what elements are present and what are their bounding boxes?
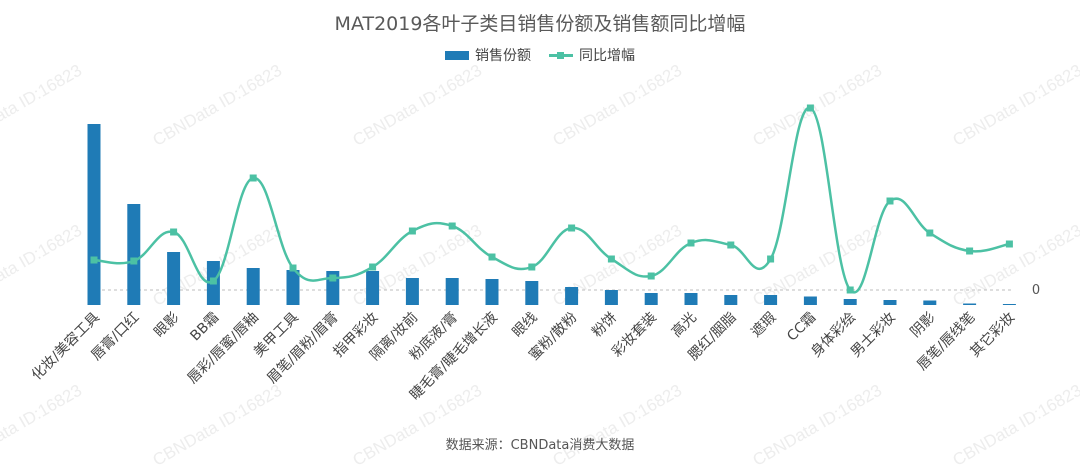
x-tick-label: 化妆/美容工具 — [28, 309, 103, 384]
growth-point-4 — [249, 174, 257, 182]
bar-12 — [565, 287, 579, 305]
legend-item-bar: 销售份额 — [445, 45, 531, 65]
x-tick-label: 眉笔/眉粉/眉膏 — [264, 309, 342, 387]
watermark-text: CBNData ID:16823 — [549, 381, 685, 470]
watermark-text: CBNData ID:16823 — [749, 381, 885, 470]
growth-point-22 — [966, 247, 974, 255]
bar-8 — [405, 278, 419, 305]
bar-20 — [883, 300, 897, 305]
watermark-text: CBNData ID:16823 — [549, 61, 685, 150]
bar-10 — [485, 279, 499, 305]
bar-1 — [127, 204, 141, 305]
bar-22 — [963, 303, 977, 305]
bar-21 — [923, 300, 937, 305]
watermark-text: CBNData ID:16823 — [149, 61, 285, 150]
bar-9 — [445, 278, 459, 305]
bar-11 — [525, 281, 539, 305]
bar-swatch-icon — [445, 50, 469, 60]
watermark-text: CBNData ID:16823 — [349, 61, 485, 150]
watermark-text: CBNData ID:16823 — [949, 221, 1080, 310]
growth-point-1 — [130, 257, 138, 265]
growth-point-15 — [687, 239, 695, 247]
watermark-text: CBNData ID:16823 — [149, 381, 285, 470]
x-tick-label: 阴影 — [908, 310, 939, 341]
growth-point-16 — [727, 241, 735, 249]
growth-point-8 — [408, 227, 416, 235]
bar-0 — [87, 124, 101, 305]
growth-point-3 — [209, 277, 217, 285]
legend-label-growth: 同比增幅 — [579, 48, 635, 64]
x-tick-label: 粉饼 — [589, 310, 620, 341]
growth-point-23 — [1005, 240, 1013, 248]
bar-17 — [764, 295, 778, 305]
bar-23 — [1002, 304, 1016, 305]
source-note: 数据来源：CBNData消费大数据 — [445, 438, 635, 453]
growth-point-13 — [607, 255, 615, 263]
growth-point-2 — [170, 228, 178, 236]
x-tick-label: 彩妆套装 — [609, 310, 660, 361]
growth-point-17 — [767, 255, 775, 263]
x-tick-label: 眼影 — [151, 310, 182, 341]
x-tick-label: 其它彩妆 — [967, 309, 1019, 361]
watermark-text: CBNData ID:16823 — [749, 61, 885, 150]
growth-point-10 — [488, 253, 496, 261]
growth-point-0 — [90, 256, 98, 264]
growth-point-11 — [528, 263, 536, 271]
growth-point-12 — [568, 224, 576, 232]
growth-point-6 — [329, 274, 337, 282]
watermark-text: CBNData ID:16823 — [0, 61, 85, 150]
growth-point-9 — [448, 222, 456, 230]
growth-point-20 — [886, 197, 894, 205]
line-swatch-icon — [549, 51, 573, 60]
x-tick-label: 遮瑕 — [748, 310, 779, 341]
bar-18 — [803, 296, 817, 305]
growth-point-19 — [846, 286, 854, 294]
x-tick-label: 眼线 — [510, 310, 541, 341]
legend: 销售份额 同比增幅 — [0, 45, 1080, 65]
bar-19 — [843, 299, 857, 305]
watermark-text: CBNData ID:16823 — [949, 61, 1080, 150]
legend-label-share: 销售份额 — [475, 48, 531, 64]
bar-13 — [604, 290, 618, 305]
watermark-layer: CBNData ID:16823 CBNData ID:16823 CBNData … — [0, 61, 1080, 470]
x-tick-label: 高光 — [668, 309, 700, 341]
x-tick-label: BB霜 — [187, 310, 222, 345]
zero-axis-label: 0 — [1032, 283, 1040, 298]
growth-point-5 — [289, 264, 297, 272]
growth-point-7 — [369, 263, 377, 271]
bar-5 — [286, 270, 300, 305]
bar-14 — [644, 293, 658, 305]
bar-4 — [246, 268, 260, 305]
watermark-text: CBNData ID:16823 — [949, 381, 1080, 470]
watermark-text: CBNData ID:16823 — [0, 381, 85, 470]
bar-7 — [366, 271, 380, 305]
bar-series — [87, 124, 1016, 305]
growth-point-21 — [926, 229, 934, 237]
growth-markers — [90, 104, 1013, 294]
watermark-text: CBNData ID:16823 — [0, 221, 85, 310]
bar-15 — [684, 293, 698, 305]
x-tick-label: 男士彩妆 — [848, 310, 899, 361]
x-tick-label: CC霜 — [784, 310, 819, 345]
growth-point-18 — [806, 104, 814, 112]
x-tick-label: 唇彩/唇蜜/唇釉 — [185, 310, 262, 387]
bar-16 — [724, 295, 738, 305]
bar-2 — [167, 252, 181, 305]
legend-item-line: 同比增幅 — [549, 45, 635, 65]
growth-point-14 — [647, 272, 655, 280]
chart-title: MAT2019各叶子类目销售份额及销售额同比增幅 — [334, 13, 746, 35]
